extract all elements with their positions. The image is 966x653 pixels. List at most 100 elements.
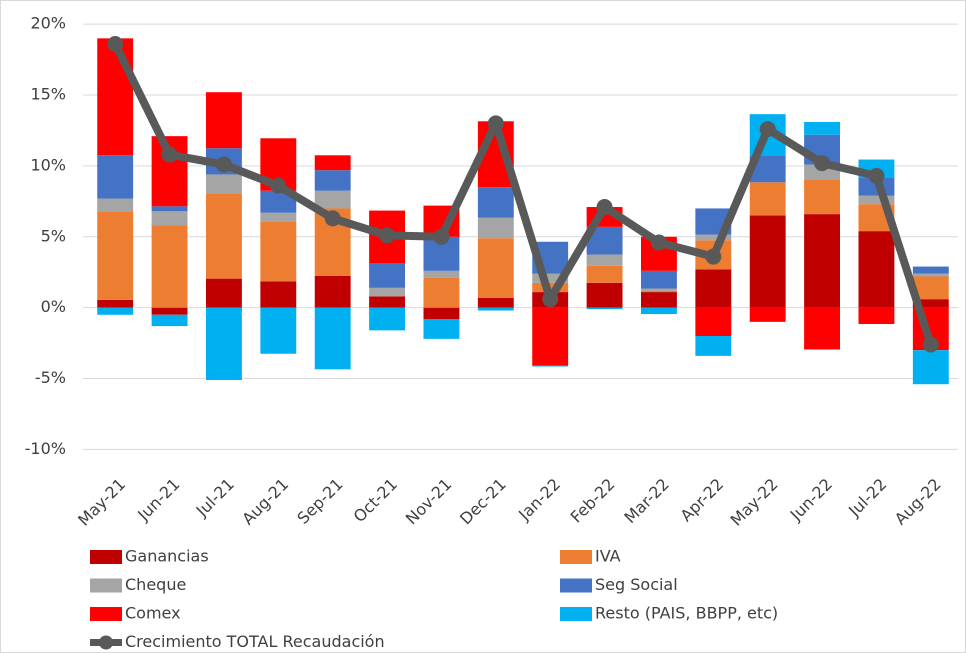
bar-segment bbox=[912, 299, 949, 308]
line-marker bbox=[542, 291, 559, 308]
bar-segment bbox=[804, 307, 841, 350]
legend-swatch bbox=[90, 578, 122, 593]
bar-segment bbox=[532, 273, 569, 283]
bar-segment bbox=[423, 277, 460, 308]
line-marker bbox=[215, 156, 232, 173]
bar-segment bbox=[912, 276, 949, 300]
line-marker bbox=[596, 199, 613, 216]
bar-segment bbox=[314, 155, 351, 171]
bar-segment bbox=[586, 254, 623, 266]
bar-segment bbox=[97, 299, 134, 308]
bar-segment bbox=[97, 155, 134, 199]
legend-swatch bbox=[560, 550, 592, 564]
line-layer bbox=[107, 36, 939, 353]
bar-segment bbox=[858, 231, 895, 308]
legend-label: Cheque bbox=[125, 575, 186, 594]
bar-segment bbox=[804, 121, 841, 135]
bar-segment bbox=[695, 336, 732, 356]
bar-segment bbox=[640, 292, 677, 308]
bar-segment bbox=[151, 225, 188, 308]
bar-segment bbox=[205, 278, 242, 308]
bar-segment bbox=[858, 195, 895, 205]
y-tick-label: 20% bbox=[30, 14, 66, 33]
bar-segment bbox=[912, 350, 949, 385]
bar-segment bbox=[477, 217, 514, 239]
legend-label: Resto (PAIS, BBPP, etc) bbox=[595, 604, 778, 623]
bar-segment bbox=[695, 269, 732, 308]
bar-segment bbox=[640, 270, 677, 289]
bar-segment bbox=[151, 206, 188, 212]
bar-segment bbox=[260, 221, 297, 282]
bar-segment bbox=[640, 307, 677, 315]
bar-segment bbox=[532, 365, 569, 367]
bar-segment bbox=[151, 211, 188, 226]
line-marker bbox=[487, 115, 504, 132]
bar-segment bbox=[369, 263, 406, 288]
line-marker bbox=[433, 228, 450, 245]
line-marker bbox=[324, 210, 341, 227]
bar-segment bbox=[205, 92, 242, 149]
bar-segment bbox=[858, 307, 895, 324]
bar-segment bbox=[749, 182, 786, 216]
bar-segment bbox=[260, 190, 297, 213]
legend-label: Ganancias bbox=[125, 547, 209, 566]
bar-segment bbox=[314, 307, 351, 370]
legend-label: IVA bbox=[595, 547, 621, 566]
bar-segment bbox=[260, 307, 297, 354]
bar-segment bbox=[260, 212, 297, 222]
legend-marker bbox=[99, 635, 113, 650]
line-marker bbox=[705, 248, 722, 265]
legend-label: Seg Social bbox=[595, 575, 678, 594]
bar-segment bbox=[804, 179, 841, 215]
legend-swatch bbox=[560, 578, 592, 593]
bar-segment bbox=[369, 307, 406, 331]
y-tick-label: -5% bbox=[35, 368, 66, 387]
y-tick-label: 0% bbox=[41, 297, 66, 316]
bar-segment bbox=[749, 307, 786, 322]
y-tick-label: -10% bbox=[25, 439, 66, 458]
bar-segment bbox=[151, 314, 188, 327]
y-tick-label: 5% bbox=[41, 226, 66, 245]
bar-segment bbox=[477, 307, 514, 311]
y-tick-label: 10% bbox=[30, 155, 66, 174]
bar-segment bbox=[423, 270, 460, 278]
legend-label: Crecimiento TOTAL Recaudación bbox=[125, 632, 385, 651]
y-tick-label: 15% bbox=[30, 85, 66, 104]
bar-segment bbox=[586, 265, 623, 283]
bar-segment bbox=[314, 275, 351, 308]
legend-label: Comex bbox=[125, 604, 181, 623]
bar-segment bbox=[205, 193, 242, 279]
line-marker bbox=[650, 234, 667, 251]
bar-segment bbox=[477, 297, 514, 308]
bar-segment bbox=[749, 215, 786, 308]
legend-swatch bbox=[90, 550, 122, 564]
bar-segment bbox=[97, 211, 134, 300]
bar-segment bbox=[260, 281, 297, 308]
bar-segment bbox=[640, 290, 677, 293]
bar-segment bbox=[423, 307, 460, 320]
bar-segment bbox=[314, 170, 351, 191]
bar-segment bbox=[477, 187, 514, 218]
line-marker bbox=[107, 36, 124, 53]
bar-segment bbox=[205, 174, 242, 194]
bar-segment bbox=[912, 266, 949, 274]
bar-segment bbox=[369, 287, 406, 297]
bar-segment bbox=[912, 273, 949, 277]
bar-segment bbox=[151, 307, 188, 315]
bar-segment bbox=[586, 282, 623, 308]
bar-segment bbox=[97, 198, 134, 212]
bar-segment bbox=[804, 214, 841, 308]
line-marker bbox=[161, 146, 178, 163]
bar-segment bbox=[205, 307, 242, 380]
bar-segment bbox=[640, 288, 677, 291]
line-marker bbox=[270, 177, 287, 194]
bar-segment bbox=[423, 319, 460, 339]
line-marker bbox=[759, 121, 776, 138]
line-marker bbox=[814, 155, 831, 172]
bar-segment bbox=[695, 234, 732, 241]
line-marker bbox=[922, 336, 939, 353]
bar-segment bbox=[97, 38, 134, 156]
bar-segment bbox=[695, 307, 732, 337]
line-marker bbox=[379, 227, 396, 244]
